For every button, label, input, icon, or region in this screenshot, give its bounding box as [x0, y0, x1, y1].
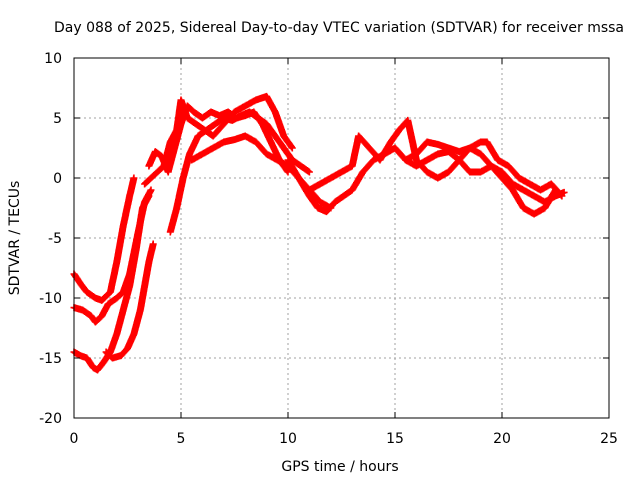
data-markers: [305, 116, 559, 218]
x-tick-label: 25: [600, 431, 618, 447]
series-track-10: [305, 116, 559, 218]
x-tick-label: 10: [279, 431, 297, 447]
y-tick-label: 0: [53, 171, 62, 187]
y-tick-label: -5: [48, 231, 62, 247]
data-markers: [402, 138, 566, 200]
x-tick-label: 15: [386, 431, 404, 447]
grid: [74, 58, 609, 418]
series-track-4: [102, 240, 157, 362]
series-track-11: [402, 138, 566, 200]
axes: 0 5 10 15 20 25 -20 -15 -10 -5 0 5 10: [39, 51, 618, 447]
data-markers: [102, 240, 157, 362]
y-tick-label: -15: [39, 351, 62, 367]
data-series: [70, 92, 568, 374]
data-markers: [141, 92, 296, 188]
x-tick-label: 20: [493, 431, 511, 447]
x-axis-label: GPS time / hours: [281, 459, 398, 475]
y-tick-label: -10: [39, 291, 62, 307]
y-tick-label: -20: [39, 411, 62, 427]
chart-title: Day 088 of 2025, Sidereal Day-to-day VTE…: [54, 20, 624, 36]
y-axis-label: SDTVAR / TECUs: [7, 181, 23, 296]
x-tick-label: 0: [70, 431, 79, 447]
series-track-7: [166, 108, 313, 236]
series-track-6: [141, 92, 296, 188]
x-tick-label: 5: [177, 431, 186, 447]
data-markers: [166, 108, 313, 236]
y-tick-label: 10: [44, 51, 62, 67]
y-tick-label: 5: [53, 111, 62, 127]
